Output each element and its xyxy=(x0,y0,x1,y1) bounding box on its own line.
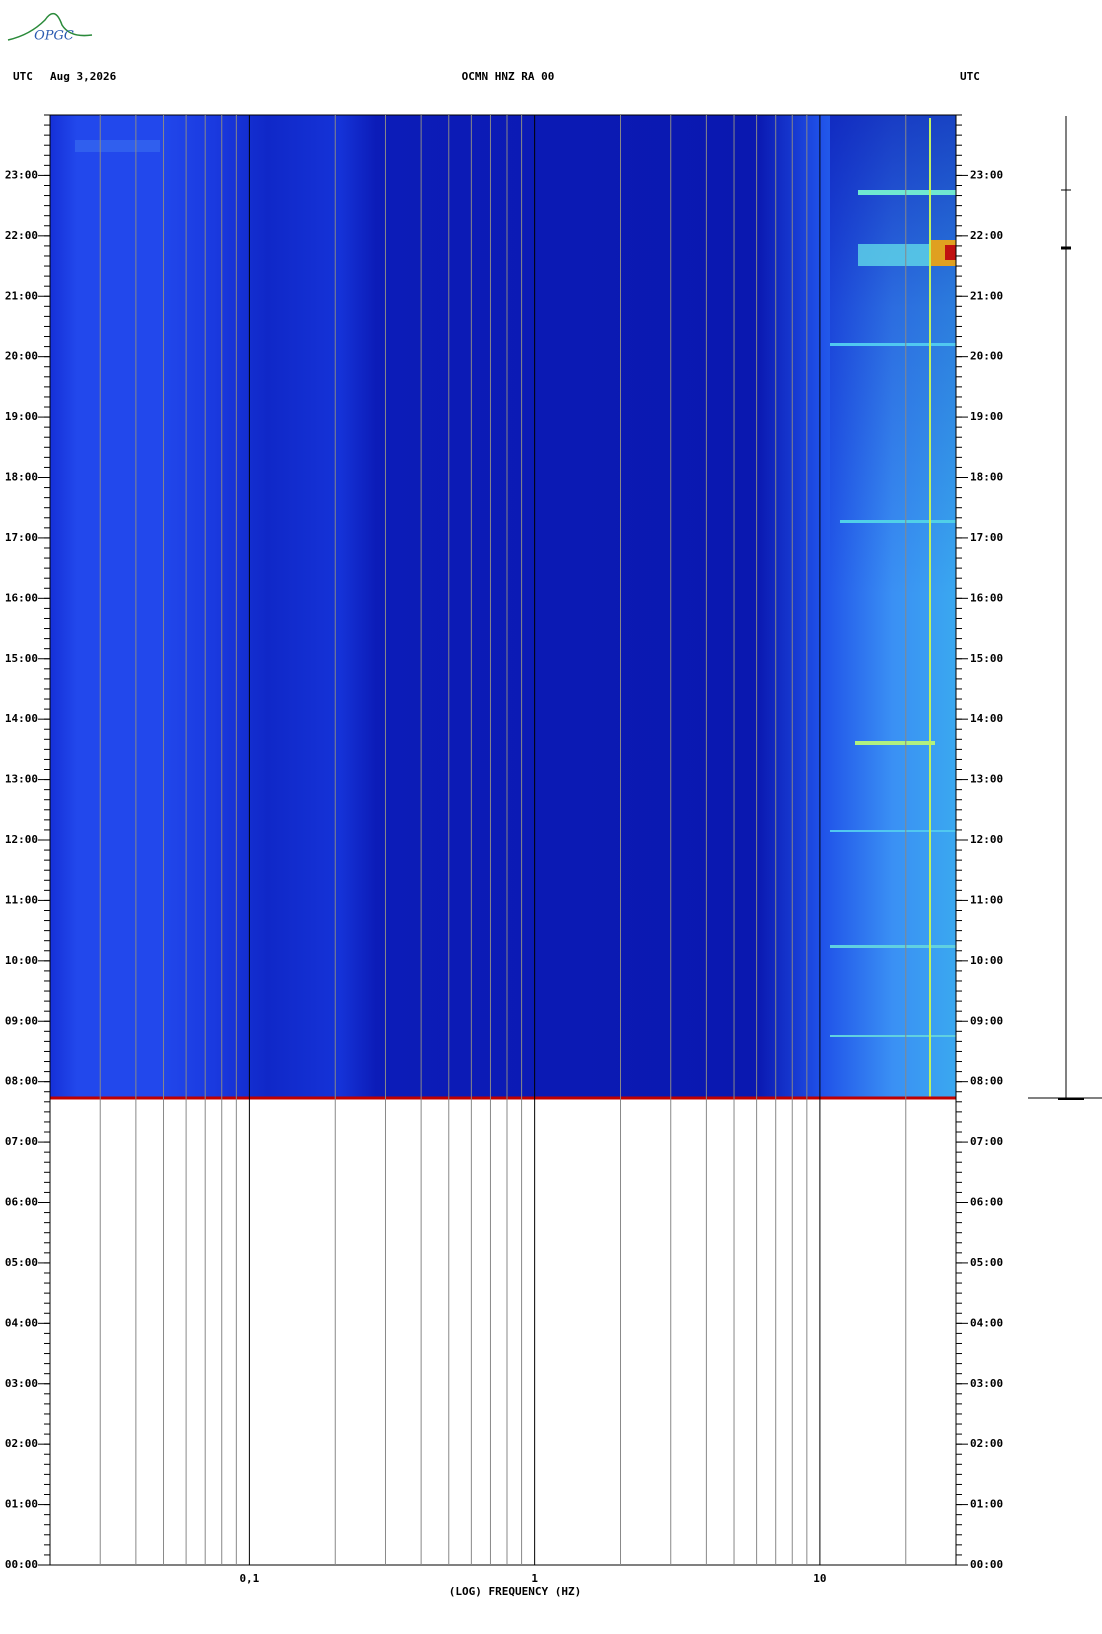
chart-title: OCMN HNZ RA 00 xyxy=(462,70,555,83)
y-tick-label: 20:00 xyxy=(5,350,38,363)
y-tick-label: 06:00 xyxy=(5,1196,38,1209)
y-tick-label: 01:00 xyxy=(970,1498,1003,1511)
x-tick-label: 0,1 xyxy=(239,1572,259,1585)
right-timezone: UTC xyxy=(960,70,980,83)
y-tick-label: 21:00 xyxy=(5,289,38,302)
y-tick-label: 20:00 xyxy=(970,350,1003,363)
y-tick-label: 15:00 xyxy=(970,652,1003,665)
y-tick-label: 12:00 xyxy=(5,833,38,846)
y-tick-label: 04:00 xyxy=(970,1316,1003,1329)
y-tick-label: 16:00 xyxy=(5,591,38,604)
y-tick-label: 01:00 xyxy=(5,1498,38,1511)
y-tick-label: 03:00 xyxy=(970,1377,1003,1390)
y-tick-label: 19:00 xyxy=(970,410,1003,423)
y-tick-label: 23:00 xyxy=(5,168,38,181)
y-tick-label: 09:00 xyxy=(5,1014,38,1027)
y-tick-label: 11:00 xyxy=(970,893,1003,906)
y-tick-label: 07:00 xyxy=(5,1135,38,1148)
date: Aug 3,2026 xyxy=(50,70,117,83)
y-tick-label: 02:00 xyxy=(5,1437,38,1450)
x-tick-label: 10 xyxy=(813,1572,826,1585)
y-tick-label: 05:00 xyxy=(970,1256,1003,1269)
left-timezone: UTC xyxy=(13,70,33,83)
y-tick-label: 08:00 xyxy=(5,1075,38,1088)
y-tick-label: 08:00 xyxy=(970,1075,1003,1088)
y-tick-label: 21:00 xyxy=(970,289,1003,302)
y-tick-label: 13:00 xyxy=(970,773,1003,786)
y-tick-label: 23:00 xyxy=(970,168,1003,181)
y-tick-label: 19:00 xyxy=(5,410,38,423)
logo: OPGC xyxy=(7,12,93,44)
y-tick-label: 16:00 xyxy=(970,591,1003,604)
y-tick-label: 09:00 xyxy=(970,1014,1003,1027)
logo-text: OPGC xyxy=(34,29,74,44)
y-tick-label: 22:00 xyxy=(970,229,1003,242)
y-tick-label: 18:00 xyxy=(970,471,1003,484)
y-tick-label: 05:00 xyxy=(5,1256,38,1269)
y-tick-label: 14:00 xyxy=(5,712,38,725)
y-tick-label: 17:00 xyxy=(970,531,1003,544)
y-tick-label: 15:00 xyxy=(5,652,38,665)
y-tick-label: 18:00 xyxy=(5,471,38,484)
y-tick-label: 06:00 xyxy=(970,1196,1003,1209)
y-tick-label: 11:00 xyxy=(5,893,38,906)
y-tick-label: 13:00 xyxy=(5,773,38,786)
y-tick-label: 04:00 xyxy=(5,1316,38,1329)
y-tick-label: 02:00 xyxy=(970,1437,1003,1450)
y-tick-label: 00:00 xyxy=(970,1558,1003,1571)
y-tick-label: 07:00 xyxy=(970,1135,1003,1148)
y-tick-label: 03:00 xyxy=(5,1377,38,1390)
x-axis-label: (LOG) FREQUENCY (HZ) xyxy=(449,1585,581,1598)
y-tick-label: 17:00 xyxy=(5,531,38,544)
seismogram xyxy=(1028,116,1102,1100)
y-tick-label: 12:00 xyxy=(970,833,1003,846)
x-tick-label: 1 xyxy=(531,1572,538,1585)
spectrogram xyxy=(50,115,956,1100)
y-tick-label: 10:00 xyxy=(5,954,38,967)
y-tick-label: 00:00 xyxy=(5,1558,38,1571)
y-tick-label: 22:00 xyxy=(5,229,38,242)
y-tick-label: 14:00 xyxy=(970,712,1003,725)
y-tick-label: 10:00 xyxy=(970,954,1003,967)
